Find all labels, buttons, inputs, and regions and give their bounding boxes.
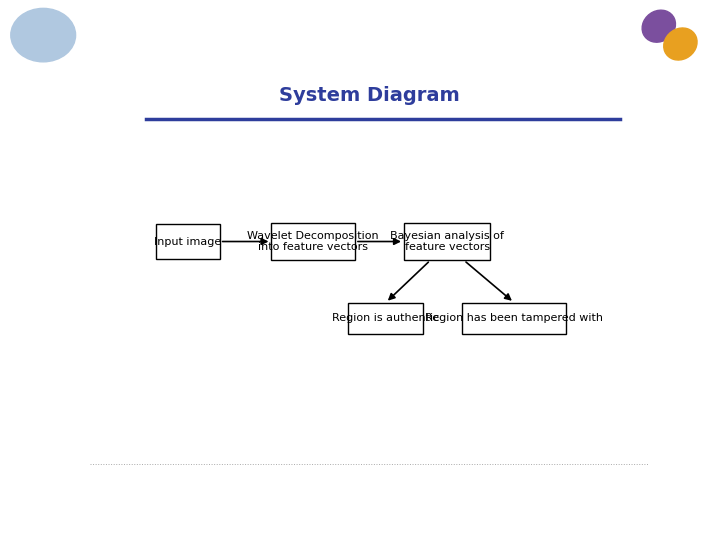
Text: Input image: Input image <box>154 237 221 247</box>
Ellipse shape <box>664 28 697 60</box>
Circle shape <box>11 8 76 62</box>
FancyBboxPatch shape <box>404 223 490 260</box>
Text: System Diagram: System Diagram <box>279 86 459 105</box>
Text: Bayesian analysis of
feature vectors: Bayesian analysis of feature vectors <box>390 231 504 252</box>
Ellipse shape <box>642 10 675 42</box>
Text: Wavelet Decomposition
into feature vectors: Wavelet Decomposition into feature vecto… <box>248 231 379 252</box>
FancyBboxPatch shape <box>462 303 566 334</box>
Text: Region has been tampered with: Region has been tampered with <box>425 313 603 323</box>
FancyBboxPatch shape <box>348 303 423 334</box>
FancyBboxPatch shape <box>156 224 220 259</box>
Text: Region is authentic: Region is authentic <box>332 313 439 323</box>
FancyBboxPatch shape <box>271 223 355 260</box>
